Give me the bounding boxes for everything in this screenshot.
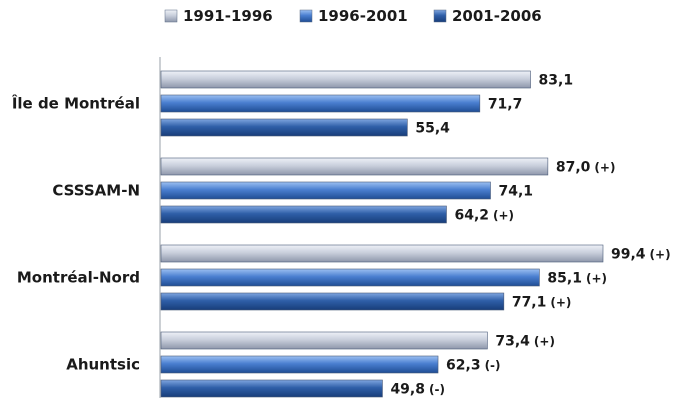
legend-swatch-0 xyxy=(164,9,178,23)
bar-3-2 xyxy=(160,379,383,398)
value-number-1-0: 87,0 xyxy=(556,160,591,176)
bars xyxy=(160,70,604,398)
bar-2-2 xyxy=(160,292,505,311)
value-flag-2-0: (+) xyxy=(650,248,671,262)
value-flag-2-1: (+) xyxy=(586,272,607,286)
value-label-0-1: 71,7 xyxy=(488,97,523,113)
legend-item-2: 2001-2006 xyxy=(433,7,542,25)
value-label-3-1: 62,3 (-) xyxy=(446,358,501,374)
value-flag-1-0: (+) xyxy=(594,161,615,175)
value-number-3-1: 62,3 xyxy=(446,358,481,374)
value-number-0-2: 55,4 xyxy=(415,121,450,137)
category-labels: Île de Montréal CSSSAM-N Montréal-Nord Ahun… xyxy=(12,94,140,374)
value-number-3-0: 73,4 xyxy=(495,334,530,350)
value-labels: 83,171,755,487,0 (+)74,164,2 (+)99,4 (+)85,… xyxy=(390,73,670,398)
value-label-0-0: 83,1 xyxy=(539,73,574,89)
bar-0-1 xyxy=(160,94,481,113)
value-flag-1-2: (+) xyxy=(493,209,514,223)
value-number-0-1: 71,7 xyxy=(488,97,523,113)
bar-2-0 xyxy=(160,244,604,263)
value-label-1-1: 74,1 xyxy=(498,184,533,200)
value-label-0-2: 55,4 xyxy=(415,121,450,137)
value-number-3-2: 49,8 xyxy=(390,382,425,398)
value-label-2-2: 77,1 (+) xyxy=(512,295,572,311)
legend-item-1: 1996-2001 xyxy=(299,7,408,25)
bar-3-0 xyxy=(160,331,488,350)
value-number-2-1: 85,1 xyxy=(547,271,582,287)
legend-item-0: 1991-1996 xyxy=(164,7,273,25)
legend-swatch-1 xyxy=(299,9,313,23)
legend-label-2: 2001-2006 xyxy=(452,7,542,25)
value-label-3-2: 49,8 (-) xyxy=(390,382,445,398)
legend-label-0: 1991-1996 xyxy=(183,7,273,25)
value-flag-3-0: (+) xyxy=(534,335,555,349)
value-label-1-2: 64,2 (+) xyxy=(454,208,514,224)
legend-label-1: 1996-2001 xyxy=(318,7,408,25)
value-label-2-1: 85,1 (+) xyxy=(547,271,607,287)
bar-3-1 xyxy=(160,355,439,374)
value-flag-3-1: (-) xyxy=(485,359,501,373)
value-label-1-0: 87,0 (+) xyxy=(556,160,616,176)
bar-0-2 xyxy=(160,118,408,137)
value-label-3-0: 73,4 (+) xyxy=(495,334,555,350)
value-label-2-0: 99,4 (+) xyxy=(611,247,671,263)
value-flag-3-2: (-) xyxy=(429,383,445,397)
value-number-1-2: 64,2 xyxy=(454,208,489,224)
category-label-1: CSSSAM-N xyxy=(52,182,140,200)
value-number-0-0: 83,1 xyxy=(539,73,574,89)
legend: 1991-1996 1996-2001 2001-2006 xyxy=(164,7,542,25)
bar-0-0 xyxy=(160,70,531,89)
bar-1-0 xyxy=(160,157,549,176)
category-label-2: Montréal-Nord xyxy=(17,269,140,287)
bar-1-2 xyxy=(160,205,447,224)
value-number-2-0: 99,4 xyxy=(611,247,646,263)
category-label-3: Ahuntsic xyxy=(66,356,140,374)
value-number-1-1: 74,1 xyxy=(498,184,533,200)
bar-1-1 xyxy=(160,181,491,200)
legend-swatch-2 xyxy=(433,9,447,23)
bar-2-1 xyxy=(160,268,540,287)
value-number-2-2: 77,1 xyxy=(512,295,547,311)
category-label-0: Île de Montréal xyxy=(12,94,140,113)
value-flag-2-2: (+) xyxy=(550,296,571,310)
